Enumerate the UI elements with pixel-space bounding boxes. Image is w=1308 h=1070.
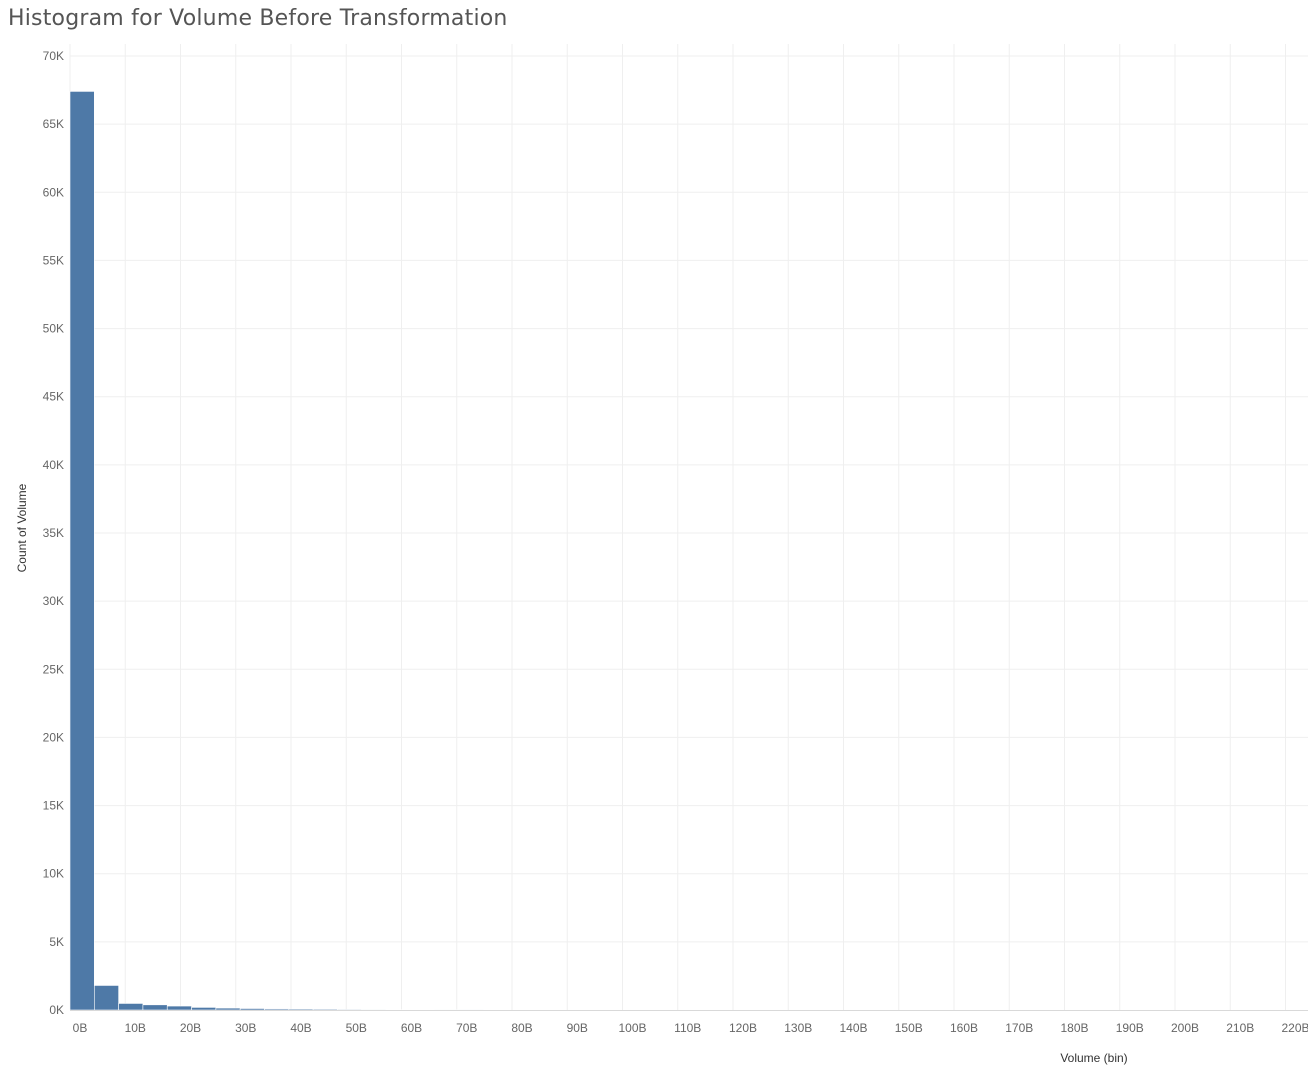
y-tick-label: 15K — [43, 799, 64, 813]
histogram-bar — [142, 1004, 168, 1011]
x-tick-label: 180B — [1060, 1021, 1088, 1035]
y-tick-label: 25K — [43, 662, 64, 676]
x-tick-label: 120B — [729, 1021, 757, 1035]
histogram-bar — [264, 1008, 290, 1011]
y-tick-label: 60K — [43, 185, 64, 199]
x-tick-label: 100B — [618, 1021, 646, 1035]
y-tick-label: 55K — [43, 253, 64, 267]
x-tick-label: 210B — [1226, 1021, 1254, 1035]
x-tick-label: 50B — [346, 1021, 367, 1035]
histogram-bar — [94, 985, 119, 1011]
bars — [69, 91, 484, 1012]
x-tick-label: 90B — [567, 1021, 588, 1035]
x-tick-label: 60B — [401, 1021, 422, 1035]
histogram-bar — [191, 1007, 217, 1011]
y-tick-label: 35K — [43, 526, 64, 540]
histogram-bar — [69, 91, 95, 1011]
gridlines — [69, 44, 1308, 1010]
chart-title: Histogram for Volume Before Transformati… — [8, 6, 508, 31]
histogram-bar — [118, 1003, 144, 1011]
x-axis-label: Volume (bin) — [1060, 1051, 1128, 1065]
x-tick-label: 40B — [290, 1021, 311, 1035]
y-tick-label: 10K — [43, 867, 64, 881]
x-tick-label: 80B — [511, 1021, 532, 1035]
histogram-bar — [239, 1008, 265, 1011]
y-tick-label: 20K — [43, 730, 64, 744]
y-tick-label: 40K — [43, 458, 64, 472]
y-tick-label: 30K — [43, 594, 64, 608]
y-tick-labels: 0K 5K 10K 15K 20K 25K 30K 35K 40K 45K 50K 55K 60K 65K… — [43, 49, 64, 1017]
x-tick-label: 70B — [456, 1021, 477, 1035]
x-tick-label: 200B — [1171, 1021, 1199, 1035]
x-tick-label: 10B — [125, 1021, 146, 1035]
x-tick-label: 190B — [1116, 1021, 1144, 1035]
y-tick-label: 0K — [49, 1003, 64, 1017]
x-tick-label: 220B — [1281, 1021, 1308, 1035]
x-tick-label: 0B — [73, 1021, 88, 1035]
x-tick-label: 30B — [235, 1021, 256, 1035]
x-tick-label: 140B — [839, 1021, 867, 1035]
x-tick-label: 160B — [950, 1021, 978, 1035]
histogram-bar — [215, 1007, 241, 1011]
y-tick-label: 45K — [43, 390, 64, 404]
x-tick-label: 20B — [180, 1021, 201, 1035]
x-tick-label: 110B — [674, 1021, 701, 1035]
x-tick-label: 130B — [784, 1021, 812, 1035]
histogram-bar — [166, 1005, 192, 1011]
x-tick-label: 170B — [1005, 1021, 1033, 1035]
y-tick-label: 5K — [49, 935, 64, 949]
x-tick-label: 150B — [895, 1021, 923, 1035]
y-tick-label: 70K — [43, 49, 64, 63]
y-tick-label: 65K — [43, 117, 64, 131]
x-tick-labels: 0B 10B 20B 30B 40B 50B 60B 70B 80B 90B 100B 110B 120… — [73, 1021, 1308, 1035]
y-tick-label: 50K — [43, 322, 64, 336]
